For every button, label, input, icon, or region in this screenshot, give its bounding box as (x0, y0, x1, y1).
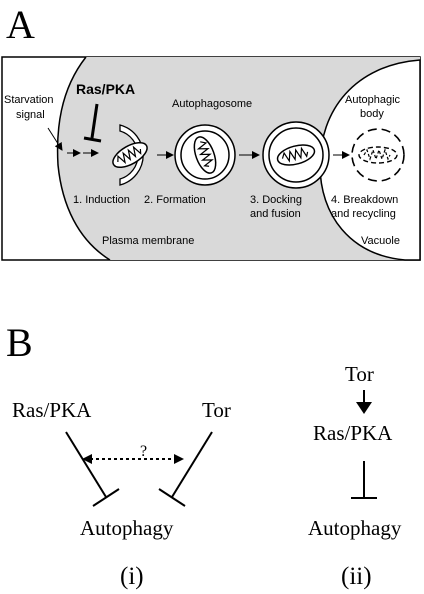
model-ii-tor: Tor (345, 362, 374, 386)
model-i-autophagy: Autophagy (80, 516, 174, 540)
model-i-arrowhead-right (174, 454, 184, 464)
vacuole-label: Vacuole (361, 235, 400, 247)
ras-pka-inhibition-bar (83, 136, 102, 143)
panel-a-ras-pka-label: Ras/PKA (76, 81, 135, 97)
mitochondrion-1 (112, 141, 148, 169)
mitochondrion-4-broken (358, 146, 398, 164)
model-ii-label: (ii) (341, 563, 372, 590)
phagophore-crescent (119, 124, 144, 186)
step1-label: 1. Induction (73, 194, 130, 206)
step3-label-line2: and fusion (250, 208, 301, 220)
model-i-tor: Tor (202, 398, 231, 422)
ras-pka-inhibition-line (90, 103, 99, 139)
model-i-question-mark: ? (140, 443, 147, 460)
mitochondrion-3 (276, 144, 316, 166)
plasma-membrane-line (56, 56, 111, 261)
model-i-ras-pka: Ras/PKA (12, 398, 92, 422)
model-i-tor-inhibit-line (171, 431, 213, 498)
model-ii-autophagy: Autophagy (308, 516, 402, 540)
panel-a-letter: A (6, 2, 35, 47)
step4-label-line2: and recycling (331, 208, 396, 220)
model-ii-arrowhead (356, 402, 372, 414)
starvation-label-line1: Starvation (4, 94, 54, 106)
plasma-membrane-label: Plasma membrane (102, 235, 194, 247)
model-ii-ras-pka: Ras/PKA (313, 421, 393, 445)
autophagic-body-label-line2: body (360, 108, 384, 120)
autophagosome-label: Autophagosome (172, 98, 252, 110)
model-i-arrowhead-left (82, 454, 92, 464)
mitochondrion-2 (193, 136, 217, 174)
starvation-curve-arrow (47, 127, 63, 151)
starvation-label-line2: signal (16, 109, 45, 121)
panel-b-letter: B (6, 320, 33, 365)
model-i-label: (i) (120, 563, 144, 590)
step2-label: 2. Formation (144, 194, 206, 206)
step3-label-line1: 3. Docking (250, 194, 302, 206)
autophagic-body-label-line1: Autophagic (345, 94, 401, 106)
model-i-tor-inhibit-bar (158, 488, 186, 507)
model-i-ras-inhibit-line (65, 431, 107, 498)
step4-label-line1: 4. Breakdown (331, 194, 398, 206)
model-i-ras-inhibit-bar (92, 488, 120, 507)
